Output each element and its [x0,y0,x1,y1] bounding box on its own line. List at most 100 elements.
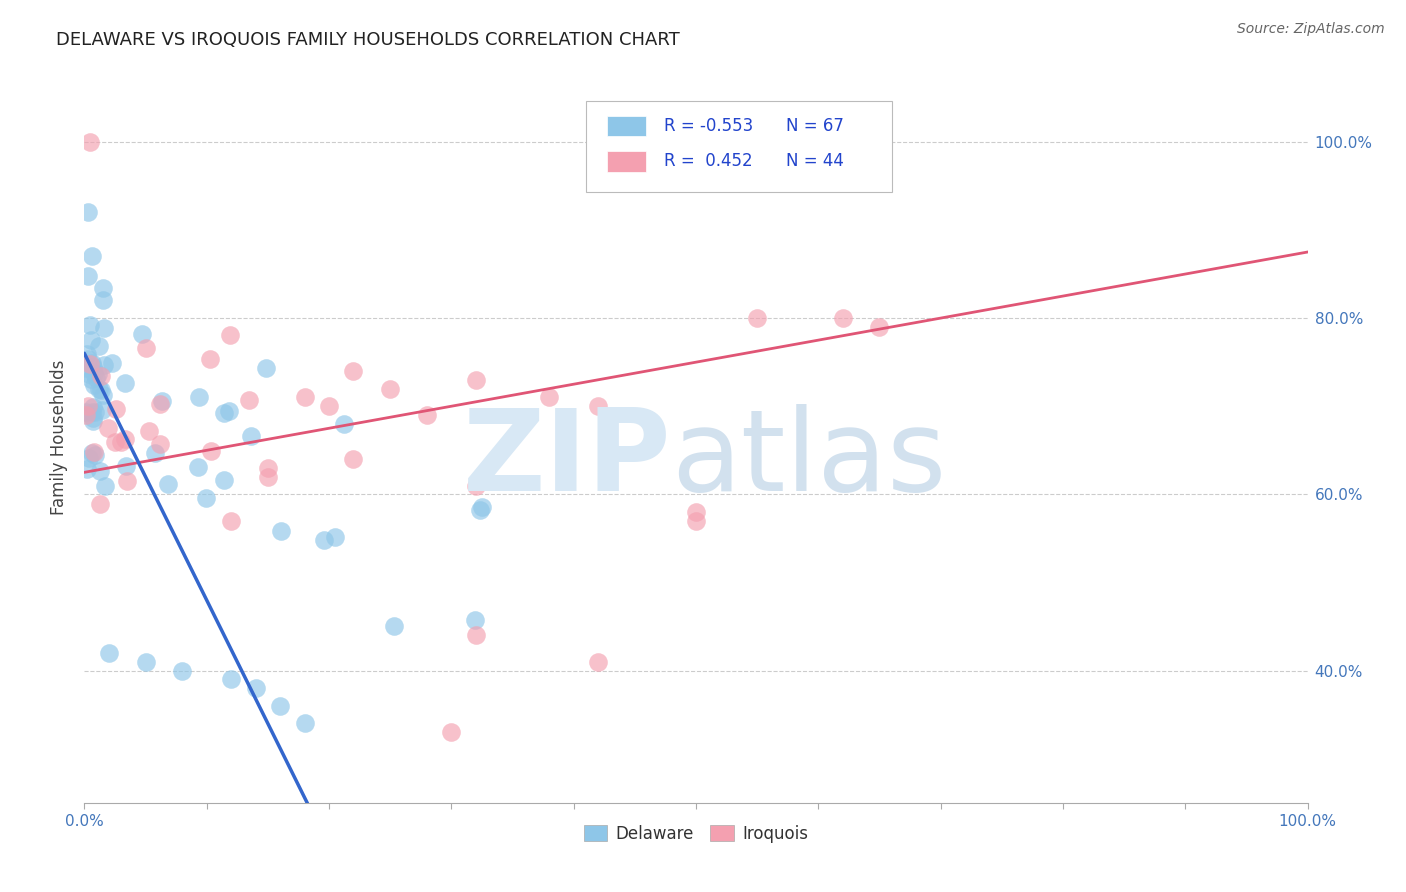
Point [149,437,172,451]
Point [82,414,104,428]
Point [79,368,101,382]
Point [89,497,111,511]
Point [464,628,486,642]
Point [464,478,486,492]
Point [87,382,110,396]
Point [314,533,336,547]
Point [83,445,105,459]
Point [269,698,291,713]
Point [104,402,127,417]
Text: DELAWARE VS IROQUOIS FAMILY HOUSEHOLDS CORRELATION CHART: DELAWARE VS IROQUOIS FAMILY HOUSEHOLDS C… [56,31,681,49]
Point [245,681,267,696]
Point [82,411,104,425]
Point [538,391,561,405]
FancyBboxPatch shape [606,151,645,171]
Text: R = -0.553: R = -0.553 [664,117,754,136]
Point [114,376,136,390]
Point [135,655,157,669]
Point [75,405,97,419]
Point [90,403,112,417]
Point [115,474,138,488]
Text: N = 67: N = 67 [786,117,845,136]
Point [464,614,486,628]
Point [76,347,98,361]
Point [586,399,609,413]
Point [79,450,101,465]
Point [101,356,124,370]
Point [82,405,104,419]
FancyBboxPatch shape [606,116,645,136]
Point [114,458,136,473]
Point [80,356,103,370]
Point [212,473,235,487]
Point [138,424,160,438]
Point [114,432,136,446]
Point [416,408,439,422]
Point [91,293,114,308]
Text: ZIP: ZIP [463,403,672,515]
Text: atlas: atlas [672,403,946,515]
Point [471,500,494,514]
Point [270,524,292,538]
Point [87,367,110,381]
Point [294,716,316,731]
Point [90,384,112,398]
Point [464,373,486,387]
Y-axis label: Family Households: Family Households [51,359,69,515]
Point [91,281,114,295]
Point [257,461,280,475]
Point [89,339,111,353]
Point [79,357,101,371]
FancyBboxPatch shape [586,101,891,192]
Text: R =  0.452: R = 0.452 [664,153,752,170]
Point [149,397,172,411]
Point [586,655,609,669]
Point [440,725,463,739]
Point [82,400,104,414]
Point [323,530,346,544]
Point [219,673,242,687]
Point [79,318,101,333]
Point [82,360,104,375]
Point [77,352,100,367]
Point [200,352,222,367]
Point [77,205,100,219]
Point [380,382,402,396]
Text: N = 44: N = 44 [786,153,845,170]
Point [83,366,105,380]
Point [238,393,260,408]
Point [110,435,132,450]
Point [84,448,107,462]
Point [382,618,405,632]
Point [131,326,153,341]
Point [89,464,111,478]
Point [200,444,222,458]
Point [254,360,277,375]
Point [75,360,97,375]
Point [90,368,112,383]
Point [218,404,240,418]
Point [93,479,115,493]
Point [91,388,114,402]
Point [156,477,179,491]
Point [831,311,853,326]
Point [77,268,100,283]
Point [83,377,105,392]
Point [80,446,103,460]
Point [103,435,125,450]
Text: Source: ZipAtlas.com: Source: ZipAtlas.com [1237,22,1385,37]
Point [219,328,242,343]
Point [212,406,235,420]
Point [685,505,707,519]
Point [143,445,166,459]
Point [194,491,217,505]
Point [318,399,340,413]
Point [79,135,101,149]
Point [187,390,209,404]
Point [747,311,769,326]
Point [685,514,707,528]
Point [172,664,194,678]
Point [150,393,173,408]
Legend: Delaware, Iroquois: Delaware, Iroquois [576,818,815,849]
Point [342,452,364,467]
